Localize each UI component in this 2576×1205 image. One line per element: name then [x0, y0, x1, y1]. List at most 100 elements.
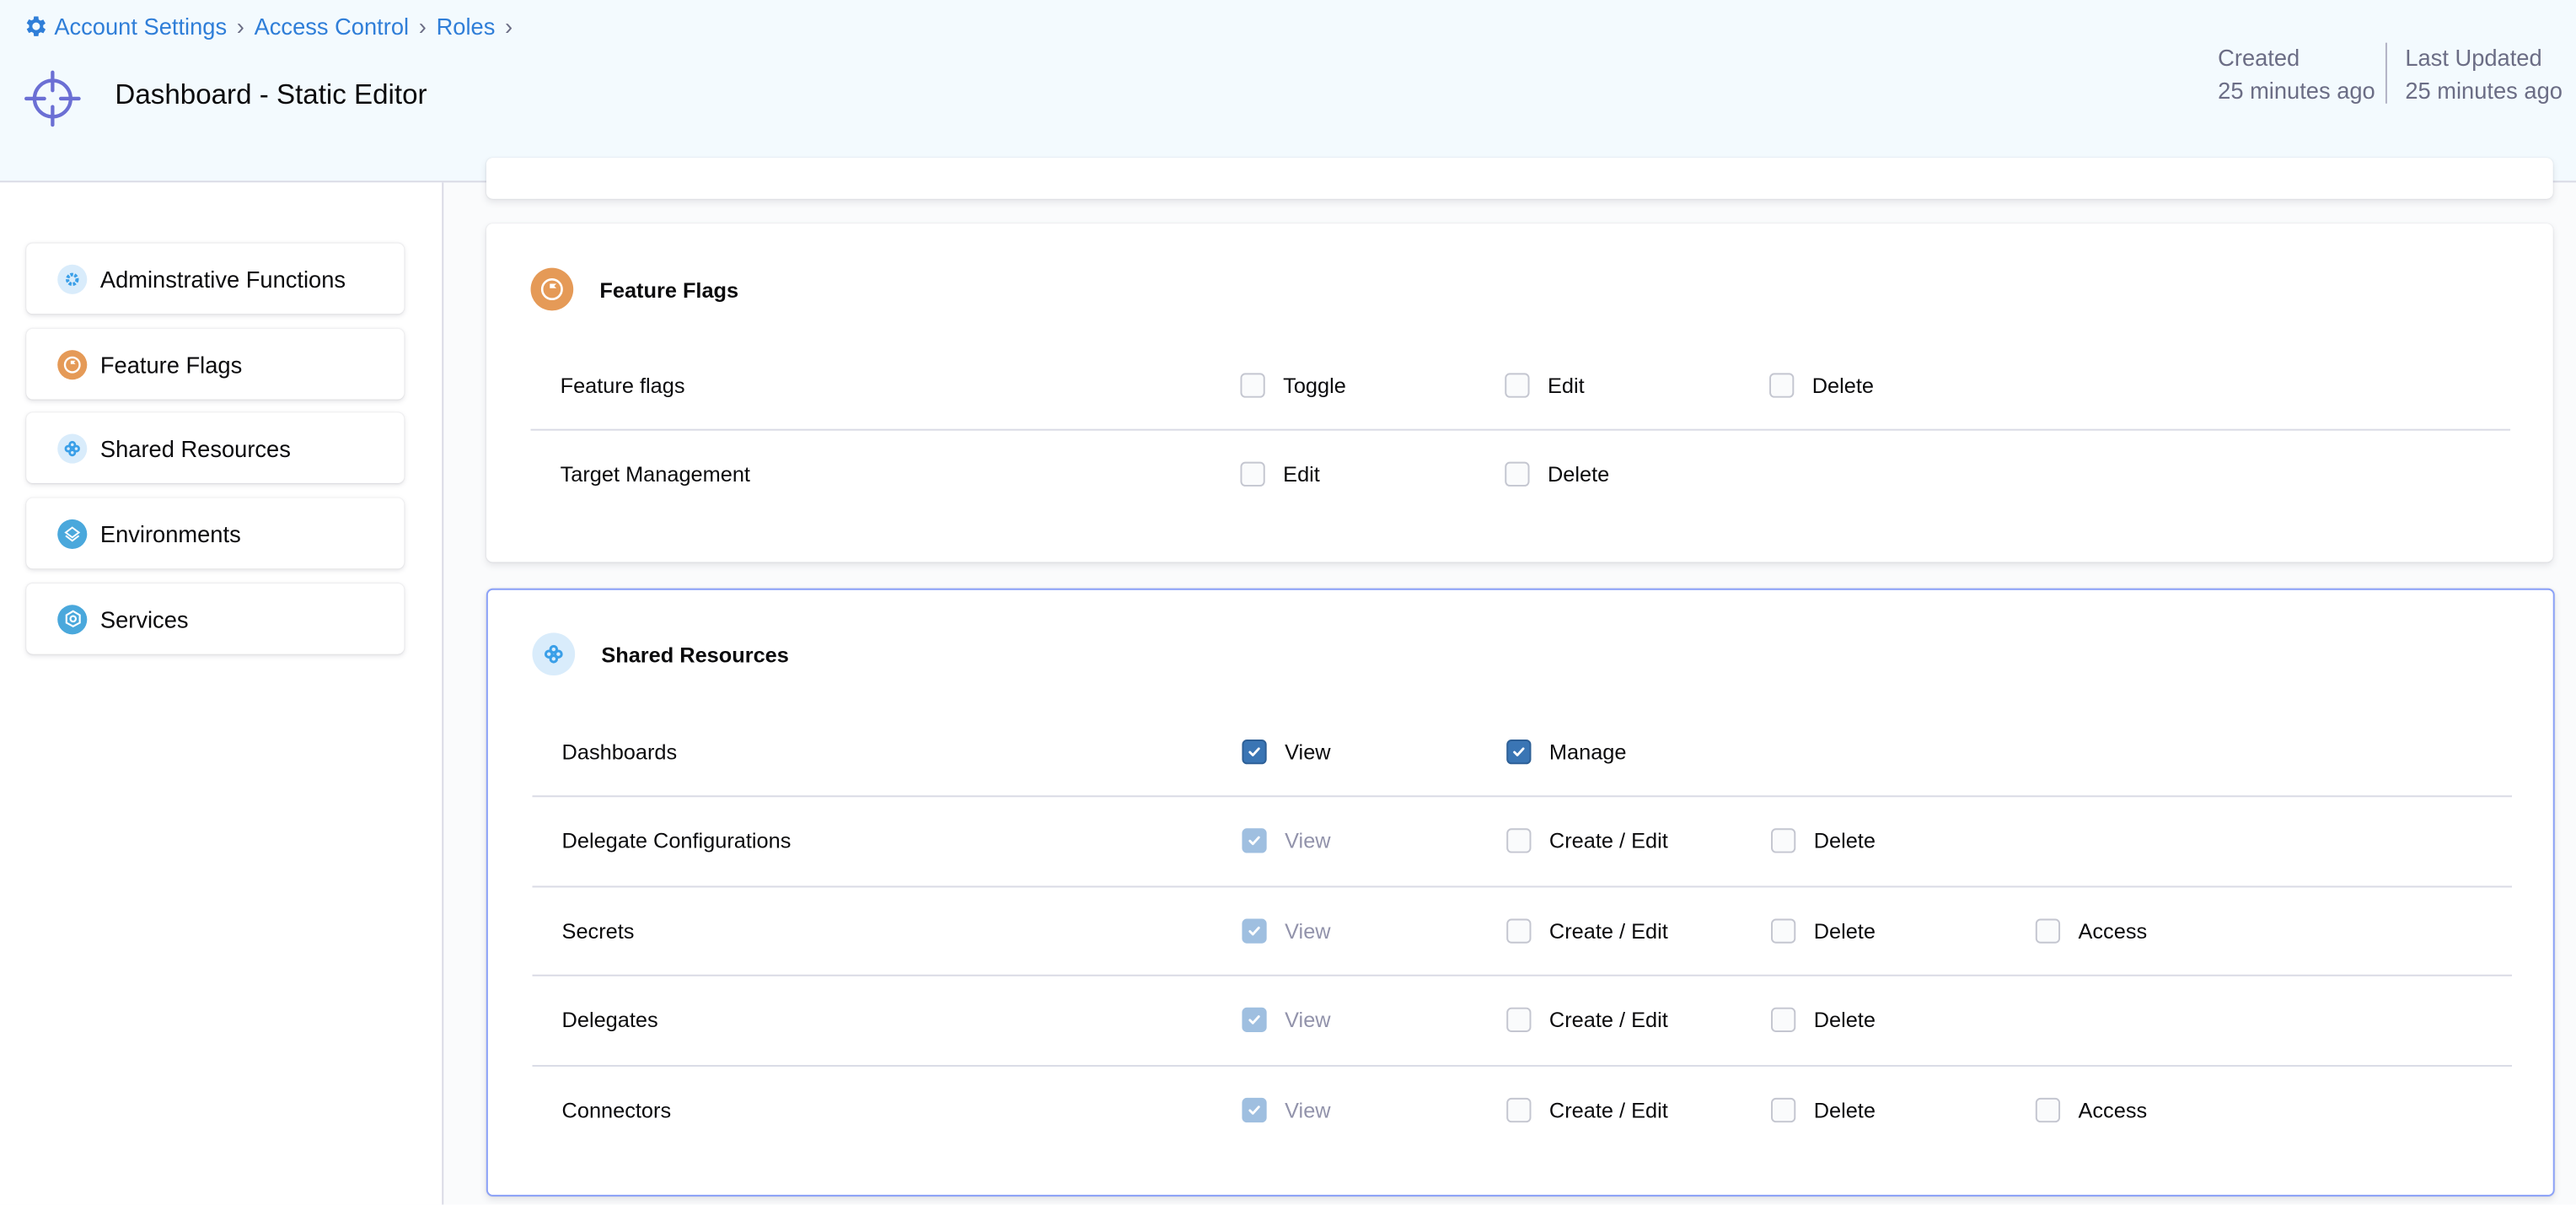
- permission-checkbox-access[interactable]: Access: [2035, 1096, 2148, 1122]
- permission-label: Delete: [1547, 461, 1610, 487]
- permission-checkbox-toggle[interactable]: Toggle: [1240, 372, 1346, 397]
- permission-checkbox-create-edit[interactable]: Create / Edit: [1506, 1096, 1668, 1122]
- checkbox-checked-icon[interactable]: [1506, 739, 1532, 764]
- sidebar-item-shared-resources[interactable]: Shared Resources: [26, 412, 405, 484]
- sidebar-item-services[interactable]: Services: [26, 583, 405, 654]
- sidebar-item-label: Adminstrative Functions: [99, 265, 346, 292]
- checkbox-icon[interactable]: [1240, 461, 1265, 487]
- checkbox-checked-icon[interactable]: [1242, 739, 1267, 764]
- sidebar-item-label: Environments: [99, 519, 241, 547]
- shared-resources-icon: [57, 433, 88, 463]
- permission-checkbox-delete[interactable]: Delete: [1771, 1007, 1876, 1032]
- checkbox-icon[interactable]: [1506, 1007, 1532, 1032]
- permission-checkbox-access[interactable]: Access: [2035, 917, 2148, 943]
- permission-checkbox-view[interactable]: View: [1242, 739, 1331, 764]
- permission-checkbox-edit[interactable]: Edit: [1240, 461, 1320, 487]
- permission-checkbox-create-edit[interactable]: Create / Edit: [1506, 1007, 1668, 1032]
- breadcrumb: Account Settings › Access Control › Roles ›: [23, 13, 523, 40]
- permission-label: Delete: [1813, 1007, 1876, 1032]
- sidebar-item-administrative-functions[interactable]: Adminstrative Functions: [26, 243, 405, 315]
- resource-name: Feature flags: [560, 372, 685, 397]
- section-header: Shared Resources: [532, 632, 789, 676]
- resource-name: Delegates: [561, 1007, 658, 1032]
- resource-name: Dashboards: [561, 739, 678, 764]
- sidebar-item-label: Feature Flags: [99, 351, 243, 378]
- breadcrumb-account-settings[interactable]: Account Settings: [54, 13, 228, 40]
- page-title: Dashboard - Static Editor: [115, 78, 427, 110]
- checkbox-icon[interactable]: [1505, 372, 1530, 397]
- checkbox-icon[interactable]: [1506, 917, 1532, 943]
- permission-checkbox-manage[interactable]: Manage: [1506, 739, 1627, 764]
- checkbox-checked-icon: [1242, 917, 1267, 943]
- checkbox-icon[interactable]: [1505, 461, 1530, 487]
- sidebar-item-label: Shared Resources: [99, 434, 291, 461]
- checkmark-icon: [1248, 925, 1260, 935]
- permission-row: Connectors View Create / Edit Delete Access: [532, 1065, 2512, 1154]
- breadcrumb-roles[interactable]: Roles: [436, 13, 496, 40]
- breadcrumb-access-control[interactable]: Access Control: [254, 13, 410, 40]
- sidebar-item-feature-flags[interactable]: Feature Flags: [26, 328, 405, 400]
- environments-icon: [57, 518, 88, 548]
- previous-section-card: [486, 158, 2553, 199]
- permission-label: View: [1285, 828, 1331, 853]
- resource-name: Delegate Configurations: [561, 828, 792, 853]
- permission-label: View: [1285, 917, 1331, 943]
- checkmark-icon: [1248, 746, 1260, 756]
- created-label: Created: [2218, 44, 2300, 71]
- flag-icon: [57, 349, 88, 379]
- resource-name: Connectors: [561, 1096, 672, 1122]
- checkbox-icon[interactable]: [1506, 828, 1532, 853]
- checkbox-icon[interactable]: [1240, 372, 1265, 397]
- permission-label: Access: [2078, 1096, 2148, 1122]
- permission-label: Manage: [1548, 739, 1627, 764]
- permission-label: Edit: [1547, 372, 1585, 397]
- section-header: Feature Flags: [530, 267, 739, 311]
- permission-checkbox-delete[interactable]: Delete: [1771, 917, 1876, 943]
- chevron-right-icon: ›: [236, 13, 244, 40]
- gear-icon: [26, 16, 46, 36]
- resource-name: Target Management: [560, 461, 750, 487]
- permission-checkbox-edit[interactable]: Edit: [1505, 372, 1585, 397]
- permission-checkbox-view: View: [1242, 1007, 1331, 1032]
- checkmark-icon: [1513, 746, 1525, 756]
- updated-info: Last Updated 25 minutes ago: [2405, 41, 2563, 107]
- divider: [2385, 42, 2387, 104]
- permission-row: Feature flags Toggle Edit Delete: [530, 340, 2511, 431]
- permission-label: Delete: [1813, 1096, 1876, 1122]
- checkbox-checked-icon: [1242, 1007, 1267, 1032]
- chevron-right-icon: ›: [505, 13, 513, 40]
- checkbox-checked-icon: [1242, 828, 1267, 853]
- sidebar: Adminstrative Functions Feature Flags Sh…: [0, 182, 444, 1205]
- permission-label: Create / Edit: [1548, 917, 1668, 943]
- permission-label: Delete: [1813, 828, 1876, 853]
- checkbox-icon[interactable]: [1769, 372, 1795, 397]
- permission-label: Delete: [1813, 917, 1876, 943]
- checkbox-icon[interactable]: [1771, 917, 1796, 943]
- permission-row: Dashboards View Manage: [532, 707, 2513, 798]
- permission-checkbox-view: View: [1242, 828, 1331, 853]
- permission-label: View: [1285, 739, 1331, 764]
- section-title: Feature Flags: [599, 277, 739, 302]
- permission-checkbox-delete[interactable]: Delete: [1769, 372, 1874, 397]
- resource-name: Secrets: [561, 917, 635, 943]
- permission-checkbox-create-edit[interactable]: Create / Edit: [1506, 828, 1668, 853]
- sidebar-item-environments[interactable]: Environments: [26, 498, 405, 569]
- checkmark-icon: [1248, 836, 1260, 846]
- created-info: Created 25 minutes ago: [2218, 41, 2375, 107]
- checkbox-icon[interactable]: [1506, 1096, 1532, 1122]
- flag-icon: [530, 267, 574, 311]
- permission-label: Access: [2078, 917, 2148, 943]
- checkbox-icon[interactable]: [1771, 1007, 1796, 1032]
- permission-label: Create / Edit: [1548, 1007, 1668, 1032]
- checkbox-icon[interactable]: [2035, 917, 2061, 943]
- section-title: Shared Resources: [601, 642, 789, 667]
- permission-checkbox-view: View: [1242, 1096, 1331, 1122]
- permission-checkbox-delete[interactable]: Delete: [1505, 461, 1610, 487]
- permission-checkbox-delete[interactable]: Delete: [1771, 1096, 1876, 1122]
- checkbox-icon[interactable]: [1771, 828, 1796, 853]
- checkbox-icon[interactable]: [1771, 1096, 1796, 1122]
- checkbox-icon[interactable]: [2035, 1096, 2061, 1122]
- permission-checkbox-delete[interactable]: Delete: [1771, 828, 1876, 853]
- permission-checkbox-create-edit[interactable]: Create / Edit: [1506, 917, 1668, 943]
